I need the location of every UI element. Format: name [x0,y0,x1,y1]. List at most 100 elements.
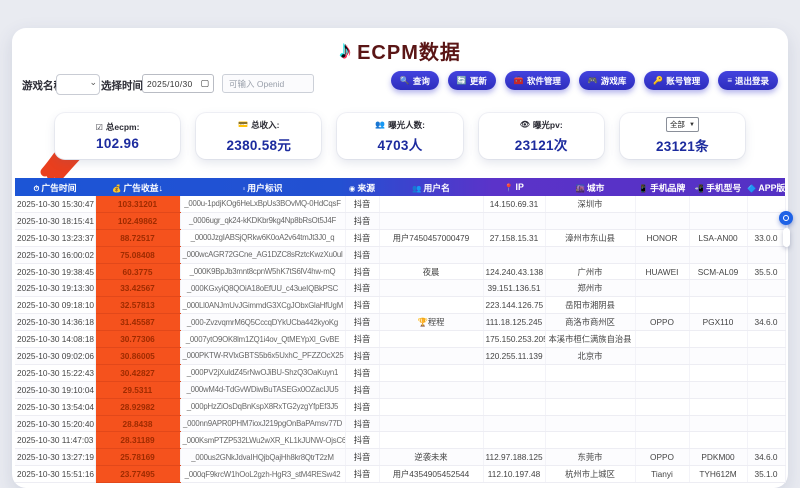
cell-ip: 124.240.43.138 [483,263,546,281]
cell-brand [635,246,690,264]
cell-model: PDKM00 [689,448,748,467]
table-row: 2025-10-30 11:47:03 28.31189 _000KsmPTZP53… [15,431,786,450]
stat-value: 4703人 [377,137,423,153]
cell-brand [635,347,690,365]
cell-brand [635,212,690,230]
card-icon: 💳 [238,120,249,129]
date-input[interactable]: 2025/10/30 ▢ [142,74,214,93]
cell-source: 抖音 [345,313,380,332]
game-select[interactable]: ⌄ [56,74,100,95]
column-header-brand[interactable]: 📱 手机品牌 [635,178,689,196]
button-label: 软件管理 [526,75,561,86]
date-value: 2025/10/30 [147,78,193,89]
page-title: ECPM数据 [357,42,461,64]
column-header-ip[interactable]: 📍 IP [483,178,545,196]
cell-ip: 120.255.11.139 [483,347,546,365]
cell-username [379,398,484,416]
query-button[interactable]: 🔍 查询 [390,71,439,90]
account-manage-button[interactable]: 🔑 账号管理 [644,71,710,90]
cell-ip [483,398,546,416]
cell-version [747,196,786,213]
table-row: 2025-10-30 15:51:16 23.77495 _000qF9krcW1h… [15,465,786,484]
table-row: 2025-10-30 09:02:06 30.86005 _000PKTW-RVlx… [15,347,786,365]
column-header-username[interactable]: 👥 用户名 [379,178,483,196]
version-icon: 🔷 [747,183,757,193]
cell-city [545,431,636,450]
cell-city: 杭州市上城区 [545,465,636,484]
cell-ip: 27.158.15.31 [483,229,546,247]
cell-ip: 39.151.136.51 [483,279,546,298]
calendar-icon[interactable]: ▢ [200,78,209,88]
table-body: 2025-10-30 15:30:47 103.31201 _000u-1pdjKO… [15,196,786,484]
table-row: 2025-10-30 19:38:45 60.3775 _000K9BpJb3mnt… [15,263,786,281]
cell-username [379,212,484,230]
column-header-user-id[interactable]: ▫ 用户标识 [180,178,345,196]
cell-brand: Tianyi [635,465,690,484]
cell-source: 抖音 [345,229,380,247]
update-button[interactable]: 🔄 更新 [447,71,496,90]
column-header-ad-time[interactable]: ⏱ 广告时间 [15,178,95,196]
filter-select[interactable]: 全部 ▼ [665,117,699,132]
table-row: 2025-10-30 09:18:10 32.57813 _000Ll0ANJmUv… [15,296,786,315]
cell-ip: 175.150.253.205 [483,330,546,349]
cell-brand: OPPO [635,448,690,467]
logout-button[interactable]: ≡ 退出登录 [718,71,778,90]
cell-ip: 111.18.125.245 [483,313,546,332]
cell-model: TYH612M [689,465,748,484]
cell-user-id: _0000JzgIABSjQRkw6K0oA2v64tmJt3J0_q [180,229,346,247]
cell-model [689,279,748,298]
tiktok-note-icon: ♪ [339,36,352,64]
table-row: 2025-10-30 15:22:43 30.42827 _000PV2jXuIdZ… [15,364,786,382]
cell-ip [483,415,546,433]
cell-model [689,415,748,433]
cell-user-id: _000nn9APR0PHM7ioxJ219pgOnBaPAmsv77D [180,415,346,433]
cell-model [689,246,748,264]
scrollbar-thumb[interactable] [783,228,790,247]
column-header-ad-revenue[interactable]: 💰 广告收益↓ [95,178,180,196]
column-header-version[interactable]: 🔷APP版本 [747,178,785,196]
cell-username: 🏆程程 [379,313,484,332]
cell-version [747,246,786,264]
column-header-city[interactable]: 🌆 城市 [545,178,635,196]
cell-model: PGX110 [689,313,748,332]
cell-user-id: _000-ZvzvqmrM6Q5CccqDYkUCba442kyoKg [180,313,346,332]
cell-user-id: _000qF9krcW1hOoL2gzh-HgR3_stM4RESw42 [180,465,346,484]
source-icon: ◉ [348,183,356,193]
cell-city [545,381,636,399]
cell-version: 33.0.0 [747,229,786,247]
column-label: 用户名 [423,182,450,193]
column-header-source[interactable]: ◉ 来源 [345,178,379,196]
cell-user-id: _000u-1pdjKOg6HeLxBpUs3BOvMQ-0HdCqsF [180,196,346,213]
cell-source: 抖音 [345,465,380,484]
refresh-icon: 🔄 [456,75,467,85]
button-label: 更新 [469,75,487,86]
cell-model [689,347,748,365]
cell-ad-revenue: 33.42567 [95,279,181,298]
cell-source: 抖音 [345,347,380,365]
ecpm-table: ⏱ 广告时间 💰 广告收益↓ ▫ 用户标识 ◉ 来源 👥 用户名 📍 IP 🌆 城市 📱 手机品牌 📲 手机型号 🔷… [15,178,786,484]
cell-source: 抖音 [345,364,380,382]
city-icon: 🌆 [575,183,585,193]
table-row: 2025-10-30 19:13:30 33.42567 _000KGxyiQ8QO… [15,279,786,298]
software-manage-button[interactable]: 🧰 软件管理 [504,71,570,90]
column-header-model[interactable]: 📲 手机型号 [689,178,747,196]
cell-city: 商洛市商州区 [545,313,636,332]
cell-ad-time: 2025-10-30 14:08:18 [15,330,96,349]
openid-input[interactable]: 可输入 Openid [222,74,314,93]
cell-model [689,212,748,230]
stat-label: 总收入: [251,119,280,130]
search-icon: 🔍 [399,75,410,85]
game-library-button[interactable]: 🎮 游戏库 [578,71,636,90]
cell-ad-time: 2025-10-30 13:54:04 [15,398,96,416]
cell-ad-time: 2025-10-30 14:36:18 [15,313,96,332]
cell-source: 抖音 [345,279,380,298]
cell-brand [635,196,690,213]
stat-label: 曝光pv: [532,119,563,130]
cell-user-id: _000K9BpJb3mnt8cpnW5hK7tS6lV4hw-mQ [180,263,346,281]
scroll-float-button[interactable] [779,211,793,225]
table-row: 2025-10-30 13:27:19 25.78169 _000us2GNkJdv… [15,448,786,467]
cell-ad-revenue: 30.77306 [95,330,181,349]
cell-source: 抖音 [345,330,380,349]
cell-ad-time: 2025-10-30 09:18:10 [15,296,96,315]
stat-total-income: 💳 总收入: 2380.58元 [196,113,322,159]
